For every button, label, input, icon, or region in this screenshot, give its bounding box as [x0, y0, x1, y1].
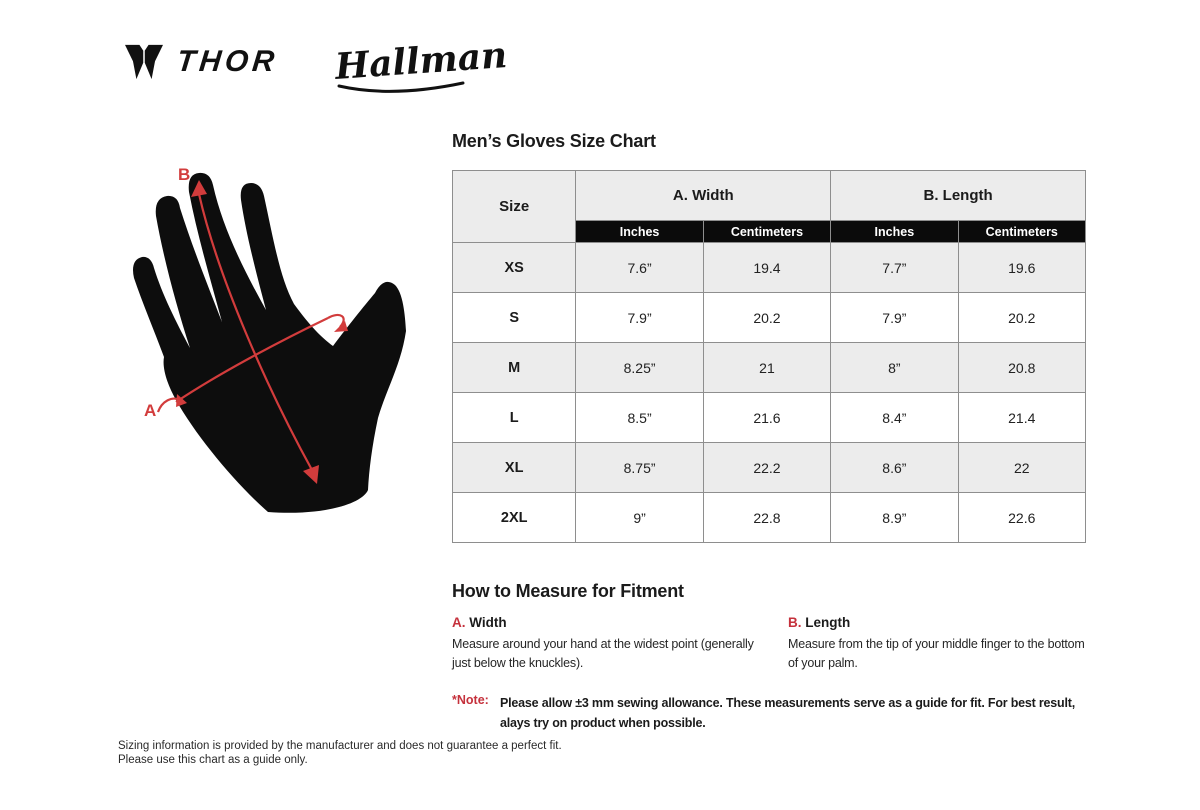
width-cm-cell: 22.2 [702, 442, 832, 493]
length-inches-cell: 8.9” [830, 492, 959, 543]
width-inches-cell: 8.75” [575, 442, 704, 493]
length-cm-cell: 20.8 [957, 342, 1087, 393]
length-inches-cell: 8” [830, 342, 959, 393]
thor-helmet-icon [125, 44, 163, 80]
width-cm-cell: 20.2 [702, 292, 832, 343]
table-row: S 7.9” 20.2 7.9” 20.2 [451, 292, 1087, 343]
arrowheads [176, 180, 348, 484]
disclaimer: Sizing information is provided by the ma… [118, 739, 562, 768]
col-header-width: A. Width [575, 170, 832, 221]
width-inches-cell: 7.9” [575, 292, 704, 343]
measure-length-description: Measure from the tip of your middle fing… [788, 637, 1085, 671]
measure-item-length: B. Length Measure from the tip of your m… [788, 615, 1086, 674]
brand-logos: THOR Hallman [125, 34, 509, 93]
disclaimer-line-2: Please use this chart as a guide only. [118, 754, 308, 767]
table-header-row: Size A. Width B. Length [451, 170, 1086, 243]
length-inches-cell: 7.7” [830, 242, 959, 293]
length-cm-cell: 22 [957, 442, 1087, 493]
subheader-width-centimeters: Centimeters [702, 220, 832, 243]
thor-wordmark: THOR [175, 45, 280, 78]
size-cell: XS [451, 242, 577, 293]
disclaimer-line-1: Sizing information is provided by the ma… [118, 740, 562, 752]
page-title: Men’s Gloves Size Chart [452, 131, 656, 151]
measure-length-label: B. Length [788, 615, 1086, 630]
table-subheader-row: Inches Centimeters Inches Centimeters [453, 220, 1087, 243]
length-cm-cell: 22.6 [957, 492, 1087, 543]
size-cell: M [451, 342, 577, 393]
width-cm-cell: 19.4 [702, 242, 832, 293]
subheader-length-centimeters: Centimeters [957, 220, 1087, 243]
length-cm-cell: 21.4 [957, 392, 1087, 443]
length-inches-cell: 7.9” [830, 292, 959, 343]
size-cell: L [451, 392, 577, 443]
table-row: XS 7.6” 19.4 7.7” 19.6 [451, 242, 1087, 293]
width-inches-cell: 8.25” [575, 342, 704, 393]
length-inches-cell: 8.4” [830, 392, 959, 443]
measure-width-prefix: A. [452, 615, 466, 630]
measure-length-title: Length [801, 615, 851, 630]
measure-length-prefix: B. [788, 615, 802, 630]
table-row: M 8.25” 21 8” 20.8 [451, 342, 1087, 393]
measure-instructions: A. Width Measure around your hand at the… [452, 615, 1086, 674]
how-to-measure-heading: How to Measure for Fitment [452, 581, 684, 601]
length-inches-cell: 8.6” [830, 442, 959, 493]
measurement-arrows [156, 193, 345, 471]
hand-measurement-diagram: B A [133, 165, 406, 513]
label-a: A [144, 401, 156, 420]
col-header-length: B. Length [830, 170, 1086, 221]
note-label: *Note: [452, 693, 489, 707]
size-cell: S [451, 292, 577, 343]
hallman-swoosh-underline [337, 81, 465, 93]
width-inches-cell: 8.5” [575, 392, 704, 443]
note-text: Please allow ±3 mm sewing allowance. The… [500, 696, 1075, 730]
hand-silhouette [133, 172, 406, 513]
length-cm-cell: 20.2 [957, 292, 1087, 343]
measure-item-width: A. Width Measure around your hand at the… [452, 615, 788, 674]
hallman-logo: Hallman [334, 34, 509, 93]
width-cm-cell: 22.8 [702, 492, 832, 543]
width-cm-cell: 21.6 [702, 392, 832, 443]
length-cm-cell: 19.6 [957, 242, 1087, 293]
subheader-length-inches: Inches [830, 220, 959, 243]
width-inches-cell: 7.6” [575, 242, 704, 293]
label-b: B [178, 165, 190, 184]
thor-logo: THOR [125, 42, 280, 82]
col-header-size: Size [451, 170, 577, 243]
table-row: 2XL 9” 22.8 8.9” 22.6 [451, 492, 1087, 543]
table-row: L 8.5” 21.6 8.4” 21.4 [451, 392, 1087, 443]
width-cm-cell: 21 [702, 342, 832, 393]
measure-width-description: Measure around your hand at the widest p… [452, 637, 754, 671]
sizing-note: *Note: Please allow ±3 mm sewing allowan… [452, 693, 1086, 733]
size-table: Size A. Width B. Length Inches Centimete… [451, 170, 1087, 543]
width-inches-cell: 9” [575, 492, 704, 543]
size-cell: 2XL [451, 492, 577, 543]
subheader-width-inches: Inches [575, 220, 704, 243]
table-row: XL 8.75” 22.2 8.6” 22 [451, 442, 1087, 493]
measure-width-label: A. Width [452, 615, 768, 630]
measure-width-title: Width [465, 615, 507, 630]
size-cell: XL [451, 442, 577, 493]
